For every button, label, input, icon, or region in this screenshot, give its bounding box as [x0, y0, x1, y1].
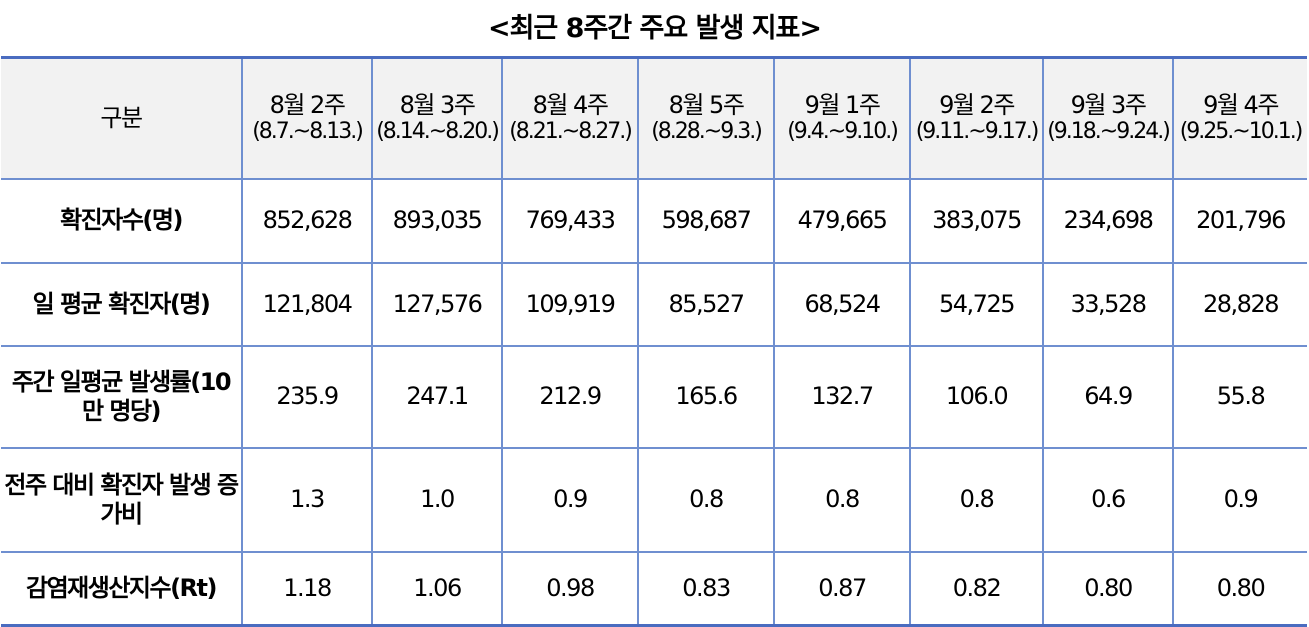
row-label: 주간 일평균 발생률(10만 명당): [1, 344, 243, 449]
week-label: 8월 4주: [532, 90, 609, 119]
week-label: 8월 3주: [399, 90, 476, 119]
cell: 0.82: [909, 550, 1044, 627]
cell: 0.6: [1042, 446, 1174, 553]
cell: 1.3: [241, 446, 373, 553]
cell: 68,524: [773, 261, 911, 347]
cell: 0.80: [1042, 550, 1174, 627]
cell: 55.8: [1172, 344, 1307, 449]
data-row: 감염재생산지수(Rt) 1.18 1.06 0.98 0.83 0.87 0.82 0.80 0…: [1, 550, 1307, 627]
cell: 106.0: [909, 344, 1044, 449]
data-row: 전주 대비 확진자 발생 증가비 1.3 1.0 0.9 0.8 0.8 0.8 0.6 0.9: [1, 446, 1307, 553]
cell: 109,919: [501, 261, 639, 347]
cell: 201,796: [1172, 177, 1307, 264]
cell: 598,687: [637, 177, 775, 264]
cell: 1.18: [241, 550, 373, 627]
cell: 64.9: [1042, 344, 1174, 449]
cell: 769,433: [501, 177, 639, 264]
week-range: (9.25.~10.1.): [1179, 119, 1304, 145]
cell: 383,075: [909, 177, 1044, 264]
row-label: 일 평균 확진자(명): [1, 261, 243, 347]
cell: 0.8: [909, 446, 1044, 553]
week-range: (8.28.~9.3.): [651, 119, 763, 145]
column-header: 8월 3주 (8.14.~8.20.): [371, 56, 503, 180]
column-header: 9월 3주 (9.18.~9.24.): [1042, 56, 1174, 180]
corner-cell: 구분: [1, 56, 243, 180]
data-row: 일 평균 확진자(명) 121,804 127,576 109,919 85,527 68…: [1, 261, 1307, 347]
week-label: 9월 4주: [1203, 90, 1279, 119]
cell: 127,576: [371, 261, 503, 347]
cell: 0.9: [501, 446, 639, 553]
cell: 54,725: [909, 261, 1044, 347]
column-header: 8월 5주 (8.28.~9.3.): [637, 56, 775, 180]
cell: 0.87: [773, 550, 911, 627]
week-label: 8월 2주: [269, 90, 346, 119]
week-range: (9.18.~9.24.): [1047, 119, 1171, 145]
cell: 85,527: [637, 261, 775, 347]
cell: 28,828: [1172, 261, 1307, 347]
cell: 247.1: [371, 344, 503, 449]
cell: 132.7: [773, 344, 911, 449]
week-label: 9월 1주: [804, 90, 881, 119]
week-label: 9월 3주: [1070, 90, 1147, 119]
column-header: 9월 1주 (9.4.~9.10.): [773, 56, 911, 180]
cell: 0.8: [637, 446, 775, 553]
week-range: (8.21.~8.27.): [509, 119, 633, 145]
cell: 0.9: [1172, 446, 1307, 553]
week-range: (8.14.~8.20.): [376, 119, 500, 145]
indicator-table: 구분 8월 2주 (8.7.~8.13.) 8월 3주 (8.14.~8.20.) 8월 …: [1, 56, 1307, 627]
column-header: 8월 4주 (8.21.~8.27.): [501, 56, 639, 180]
cell: 0.83: [637, 550, 775, 627]
cell: 234,698: [1042, 177, 1174, 264]
column-header: 9월 2주 (9.11.~9.17.): [909, 56, 1044, 180]
header-row: 구분 8월 2주 (8.7.~8.13.) 8월 3주 (8.14.~8.20.) 8월 …: [1, 56, 1307, 180]
week-label: 9월 2주: [939, 90, 1015, 119]
data-row: 주간 일평균 발생률(10만 명당) 235.9 247.1 212.9 165.6 13…: [1, 344, 1307, 449]
week-label: 8월 5주: [668, 90, 745, 119]
cell: 165.6: [637, 344, 775, 449]
cell: 479,665: [773, 177, 911, 264]
cell: 0.8: [773, 446, 911, 553]
title: <최근 8주간 주요 발생 지표>: [487, 13, 822, 44]
row-label: 감염재생산지수(Rt): [1, 550, 243, 627]
cell: 33,528: [1042, 261, 1174, 347]
column-header: 9월 4주 (9.25.~10.1.): [1172, 56, 1307, 180]
week-range: (9.11.~9.17.): [915, 119, 1040, 145]
cell: 121,804: [241, 261, 373, 347]
row-label: 전주 대비 확진자 발생 증가비: [1, 446, 243, 553]
week-range: (8.7.~8.13.): [252, 119, 364, 145]
cell: 212.9: [501, 344, 639, 449]
week-range: (9.4.~9.10.): [787, 119, 899, 145]
cell: 0.98: [501, 550, 639, 627]
column-header: 8월 2주 (8.7.~8.13.): [241, 56, 373, 180]
cell: 852,628: [241, 177, 373, 264]
cell: 235.9: [241, 344, 373, 449]
cell: 1.06: [371, 550, 503, 627]
row-label: 확진자수(명): [1, 177, 243, 264]
cell: 0.80: [1172, 550, 1307, 627]
cell: 893,035: [371, 177, 503, 264]
cell: 1.0: [371, 446, 503, 553]
data-row: 확진자수(명) 852,628 893,035 769,433 598,687 479,6…: [1, 177, 1307, 264]
